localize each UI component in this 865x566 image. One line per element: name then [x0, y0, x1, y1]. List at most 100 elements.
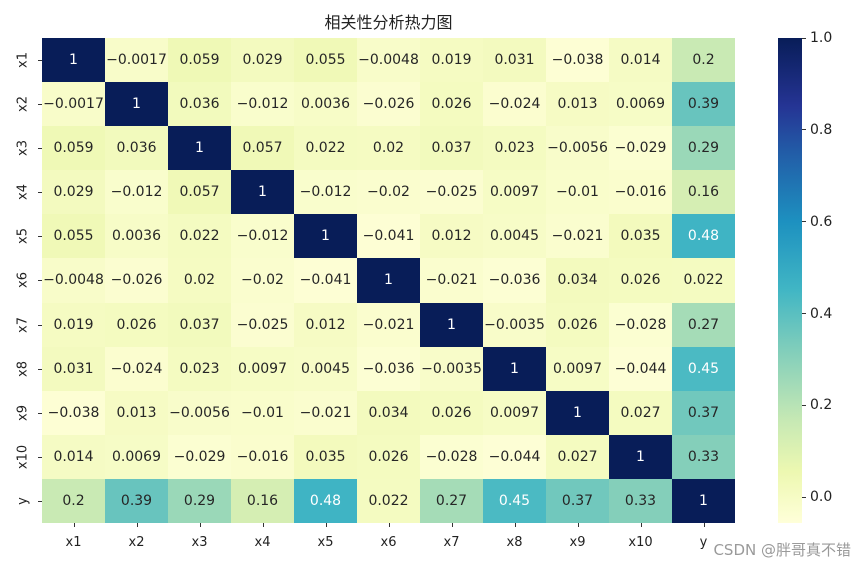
heatmap-cell: −0.0035 — [420, 346, 483, 391]
heatmap-cell: 0.0097 — [483, 390, 546, 435]
heatmap-cell: 1 — [672, 478, 735, 523]
heatmap-cell: 1 — [168, 126, 231, 171]
y-tick-label: x8 — [0, 347, 42, 391]
heatmap-cell: 0.0045 — [294, 346, 357, 391]
x-tick-label: x5 — [294, 523, 357, 553]
heatmap-cell: −0.0048 — [357, 38, 420, 83]
heatmap-cell: −0.021 — [420, 258, 483, 303]
heatmap-cell: −0.0056 — [546, 126, 609, 171]
heatmap-cell: 0.026 — [609, 258, 672, 303]
heatmap-cell: 0.023 — [168, 346, 231, 391]
x-tick-label: x9 — [546, 523, 609, 553]
heatmap-cell: 0.02 — [357, 126, 420, 171]
heatmap-cell: 1 — [231, 170, 294, 215]
heatmap-cell: 0.0069 — [105, 434, 168, 479]
y-tick-label: x7 — [0, 303, 42, 347]
colorbar — [778, 38, 802, 523]
heatmap-cell: 0.022 — [168, 214, 231, 259]
x-tick-label: x4 — [231, 523, 294, 553]
heatmap-cell: −0.02 — [231, 258, 294, 303]
heatmap-cell: −0.025 — [420, 170, 483, 215]
heatmap-cell: −0.0017 — [105, 38, 168, 83]
x-tick-label: x8 — [483, 523, 546, 553]
heatmap-cell: −0.0056 — [168, 390, 231, 435]
heatmap-cell: 0.0045 — [483, 214, 546, 259]
heatmap-cell: 0.2 — [42, 478, 105, 523]
heatmap-cell: 1 — [294, 214, 357, 259]
heatmap-cell: 0.027 — [546, 434, 609, 479]
colorbar-ticks: 1.0 0.8 0.6 0.4 0.2 0.0 — [802, 30, 862, 523]
heatmap-cell: −0.021 — [294, 390, 357, 435]
heatmap-cell: 0.037 — [420, 126, 483, 171]
heatmap-cell: 0.014 — [42, 434, 105, 479]
heatmap-grid: 1 −0.0017 0.059 0.029 0.055 −0.0048 0.019 0.031… — [42, 38, 735, 523]
heatmap-cell: −0.0017 — [42, 82, 105, 127]
heatmap-cell: 0.059 — [168, 38, 231, 83]
heatmap-cell: 0.031 — [483, 38, 546, 83]
heatmap-cell: 0.026 — [420, 390, 483, 435]
heatmap-cell: −0.036 — [483, 258, 546, 303]
heatmap-cell: 1 — [483, 346, 546, 391]
heatmap-cell: 0.027 — [609, 390, 672, 435]
y-tick-label: x5 — [0, 214, 42, 258]
heatmap-cell: 0.39 — [105, 478, 168, 523]
x-tick-label: x10 — [609, 523, 672, 553]
heatmap-cell: 0.035 — [609, 214, 672, 259]
heatmap-cell: 0.48 — [294, 478, 357, 523]
x-axis: x1 x2 x3 x4 x5 x6 x7 x8 x9 x10 y — [42, 523, 735, 553]
heatmap-cell: −0.021 — [357, 302, 420, 347]
heatmap-cell: 0.019 — [42, 302, 105, 347]
x-tick-label: x7 — [420, 523, 483, 553]
colorbar-tick-label: 0.2 — [802, 397, 832, 413]
heatmap-cell: 1 — [357, 258, 420, 303]
x-tick-label: x6 — [357, 523, 420, 553]
heatmap-cell: −0.044 — [483, 434, 546, 479]
heatmap-cell: 0.055 — [42, 214, 105, 259]
heatmap-cell: −0.0035 — [483, 302, 546, 347]
heatmap-cell: −0.041 — [294, 258, 357, 303]
heatmap-cell: 0.29 — [168, 478, 231, 523]
heatmap-cell: 0.0097 — [231, 346, 294, 391]
heatmap-cell: −0.026 — [357, 82, 420, 127]
y-tick-label: y — [0, 479, 42, 523]
heatmap-cell: −0.036 — [357, 346, 420, 391]
heatmap-cell: 1 — [546, 390, 609, 435]
heatmap-cell: 0.034 — [546, 258, 609, 303]
y-tick-label: x9 — [0, 391, 42, 435]
heatmap-cell: 0.036 — [168, 82, 231, 127]
heatmap-cell: 0.031 — [42, 346, 105, 391]
heatmap-cell: −0.016 — [609, 170, 672, 215]
heatmap-cell: −0.028 — [420, 434, 483, 479]
heatmap-cell: 0.27 — [672, 302, 735, 347]
heatmap-cell: 0.026 — [105, 302, 168, 347]
heatmap-cell: 0.48 — [672, 214, 735, 259]
heatmap-cell: 0.0097 — [483, 170, 546, 215]
heatmap-cell: 0.45 — [483, 478, 546, 523]
heatmap-cell: 0.019 — [420, 38, 483, 83]
colorbar-tick-label: 0.4 — [802, 306, 832, 322]
y-axis: x1 x2 x3 x4 x5 x6 x7 x8 x9 x10 y — [0, 38, 42, 523]
heatmap-cell: 0.39 — [672, 82, 735, 127]
heatmap-cell: 0.035 — [294, 434, 357, 479]
heatmap-cell: 0.0069 — [609, 82, 672, 127]
heatmap-cell: 0.16 — [231, 478, 294, 523]
x-tick-label: x2 — [105, 523, 168, 553]
heatmap-cell: 0.012 — [294, 302, 357, 347]
heatmap-cell: −0.026 — [105, 258, 168, 303]
heatmap-cell: −0.044 — [609, 346, 672, 391]
colorbar-tick-label: 1.0 — [802, 30, 832, 46]
heatmap-cell: 0.37 — [672, 390, 735, 435]
heatmap-cell: 0.022 — [294, 126, 357, 171]
heatmap-cell: 0.022 — [357, 478, 420, 523]
heatmap-cell: 0.023 — [483, 126, 546, 171]
heatmap-cell: −0.041 — [357, 214, 420, 259]
y-tick-label: x6 — [0, 258, 42, 302]
heatmap-cell: 0.45 — [672, 346, 735, 391]
heatmap-cell: 0.013 — [105, 390, 168, 435]
heatmap-cell: 0.029 — [42, 170, 105, 215]
watermark: CSDN @胖哥真不错 — [713, 541, 851, 559]
heatmap-cell: 0.037 — [168, 302, 231, 347]
heatmap-cell: 0.0036 — [294, 82, 357, 127]
heatmap-cell: 1 — [420, 302, 483, 347]
heatmap-cell: 0.029 — [231, 38, 294, 83]
